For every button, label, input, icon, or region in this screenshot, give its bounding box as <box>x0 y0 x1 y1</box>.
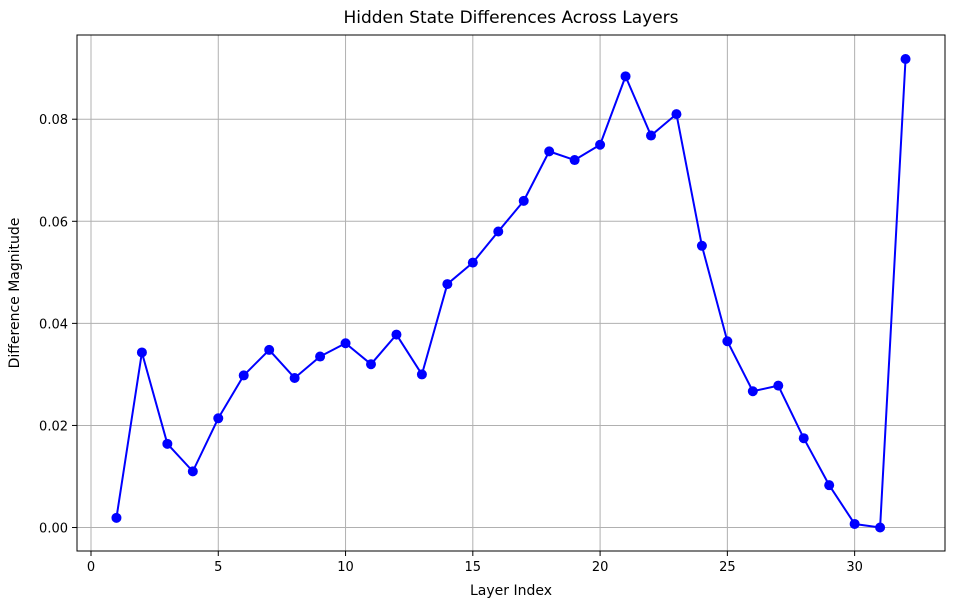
data-point <box>595 139 606 150</box>
x-tick-label: 0 <box>87 560 95 575</box>
data-point <box>162 438 173 449</box>
y-tick-label: 0.06 <box>39 215 68 230</box>
data-point <box>518 195 529 206</box>
x-tick-label: 20 <box>592 560 609 575</box>
data-point <box>722 336 733 347</box>
data-point <box>798 433 809 444</box>
data-point <box>467 257 478 268</box>
data-point <box>315 351 326 362</box>
data-point <box>875 522 886 533</box>
data-point <box>238 370 249 381</box>
data-point <box>620 71 631 82</box>
data-point <box>136 347 147 358</box>
data-point <box>646 130 656 141</box>
data-point <box>569 155 580 166</box>
data-point <box>187 466 198 477</box>
y-tick-label: 0.00 <box>39 522 68 537</box>
x-tick-label: 15 <box>465 560 482 575</box>
plot-frame <box>76 34 946 552</box>
data-point <box>289 372 300 383</box>
x-tick-label: 10 <box>337 560 354 575</box>
chart-title: Hidden State Differences Across Layers <box>343 8 678 28</box>
data-point <box>747 386 758 397</box>
data-point <box>696 240 707 251</box>
data-point <box>900 53 911 64</box>
data-point <box>849 518 860 529</box>
x-axis-label: Layer Index <box>470 583 552 599</box>
data-point <box>824 480 835 491</box>
y-tick-label: 0.08 <box>39 113 68 128</box>
y-axis-label: Difference Magnitude <box>7 218 23 369</box>
data-point <box>111 512 122 523</box>
data-point <box>544 146 555 157</box>
axis-ticks: 0 5 10 15 20 25 30 0.00 0.02 0.04 0.06 0.08 <box>39 113 863 575</box>
x-tick-label: 5 <box>214 560 222 575</box>
y-tick-label: 0.04 <box>39 317 68 332</box>
data-point <box>773 380 784 391</box>
data-series <box>111 53 911 533</box>
x-tick-label: 30 <box>846 560 863 575</box>
data-point <box>366 359 376 370</box>
data-point <box>671 109 682 120</box>
data-point <box>442 279 453 290</box>
data-point <box>213 413 224 424</box>
data-point <box>340 338 351 349</box>
data-point <box>391 329 402 340</box>
y-tick-label: 0.02 <box>39 419 68 434</box>
data-point <box>264 344 275 355</box>
data-point <box>493 226 504 237</box>
grid-lines <box>77 35 945 551</box>
x-tick-label: 25 <box>719 560 736 575</box>
data-point <box>416 369 427 380</box>
